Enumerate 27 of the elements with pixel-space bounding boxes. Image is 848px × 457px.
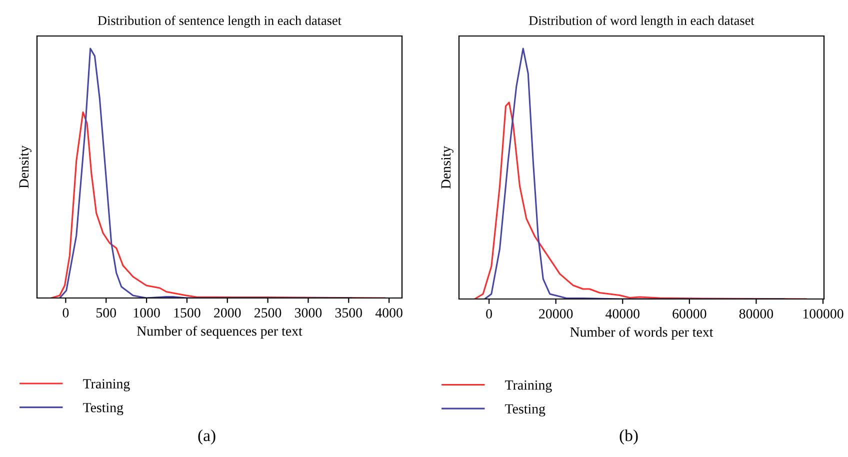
text: (b)	[620, 429, 638, 445]
x-axis-title: Number of sequences per text	[136, 326, 302, 339]
x-tick-label: 2000	[214, 308, 241, 318]
x-axis-title: Number of words per text	[570, 326, 714, 340]
x-tick-label: 0	[486, 309, 492, 318]
legend-label: Testing	[83, 402, 124, 416]
y-axis-title: Density	[441, 146, 454, 189]
x-tick-label: 1000	[134, 308, 160, 318]
x-tick-label: 40000	[606, 309, 640, 318]
legend-label: Training	[505, 380, 552, 393]
legend-label: Testing	[505, 404, 546, 416]
chart-title: Distribution of sentence length in each dataset	[98, 16, 342, 28]
x-tick-label: 0	[62, 308, 69, 318]
x-tick-label: 4000	[375, 308, 402, 318]
x-tick-label: 2500	[254, 308, 282, 318]
x-tick-label: 20000	[539, 309, 573, 318]
legend-label: Training	[83, 379, 130, 392]
x-tick-label: 1500	[174, 308, 200, 318]
text: (a)	[198, 429, 216, 445]
chart-title: Distribution of word length in each dataset	[529, 16, 754, 28]
x-tick-label: 60000	[672, 309, 706, 318]
x-tick-label: 3000	[295, 308, 322, 318]
x-tick-label: 500	[96, 308, 116, 318]
x-tick-label: 3500	[335, 308, 362, 318]
y-axis-title: Density	[19, 145, 32, 188]
x-tick-label: 80000	[739, 309, 774, 318]
x-tick-label: 100000	[803, 309, 844, 318]
